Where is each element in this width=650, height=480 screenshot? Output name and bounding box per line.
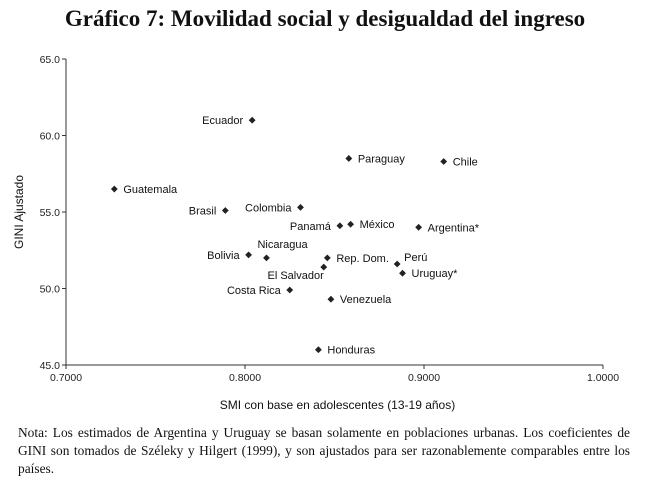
point-label: Colombia: [245, 202, 292, 214]
point-label: Perú: [404, 252, 427, 264]
data-point: [286, 286, 294, 294]
point-label: Ecuador: [202, 115, 243, 127]
data-point: [399, 269, 406, 277]
data-points: Ecuador Paraguay Chile Guatemala Brasil Colom…: [110, 115, 480, 357]
point-label: Nicaragua: [257, 239, 308, 251]
x-tick-label: 0.7000: [50, 372, 82, 384]
data-point: [314, 346, 322, 354]
chart-title: Gráfico 7: Movilidad social y desigualda…: [64, 6, 586, 31]
x-axis-label: SMI con base en adolescentes (13-19 años…: [220, 398, 455, 412]
point-label: Chile: [453, 157, 478, 169]
point-label: Venezuela: [340, 294, 392, 306]
data-point: [221, 207, 229, 214]
point-label: Rep. Dom.: [336, 253, 389, 265]
point-label: Argentina*: [428, 222, 480, 234]
x-tick-label: 0.9000: [408, 372, 440, 384]
y-tick-label: 55.0: [40, 207, 61, 219]
data-point: [336, 222, 344, 230]
y-tick-label: 45.0: [40, 360, 61, 372]
point-label: Panamá: [290, 221, 332, 233]
point-label: El Salvador: [267, 270, 324, 282]
scatter-chart: 45.0 50.0 55.0 60.0 65.0 0.7000 0.8000 0.9000 1.…: [12, 54, 620, 412]
x-tick-label: 0.8000: [229, 372, 261, 384]
data-point: [440, 158, 448, 165]
data-point: [297, 204, 304, 211]
point-label: México: [360, 219, 395, 231]
data-point: [248, 116, 256, 124]
data-point: [323, 254, 331, 262]
point-label: Honduras: [327, 345, 375, 357]
y-tick-label: 60.0: [40, 131, 61, 143]
data-point: [415, 223, 423, 231]
point-label: Bolivia: [207, 250, 240, 262]
point-label: Brasil: [189, 205, 217, 217]
x-tick-label: 1.0000: [587, 372, 619, 384]
y-axis-label: GINI Ajustado: [12, 175, 26, 249]
point-label: Paraguay: [358, 153, 406, 165]
y-tick-label: 50.0: [40, 284, 61, 296]
data-point: [245, 251, 252, 259]
data-point: [263, 254, 270, 262]
data-point: [347, 220, 355, 228]
data-point: [110, 185, 118, 193]
y-tick-label: 65.0: [40, 54, 61, 66]
data-point: [345, 155, 353, 162]
point-label: Costa Rica: [227, 285, 282, 297]
data-point: [327, 295, 335, 303]
point-label: Uruguay*: [412, 268, 459, 280]
point-label: Guatemala: [123, 184, 178, 196]
footnote: Nota: Los estimados de Argentina y Urugu…: [18, 425, 630, 476]
data-point: [320, 263, 328, 271]
axes: 45.0 50.0 55.0 60.0 65.0 0.7000 0.8000 0.9000 1.…: [40, 54, 620, 384]
data-point: [393, 260, 401, 268]
